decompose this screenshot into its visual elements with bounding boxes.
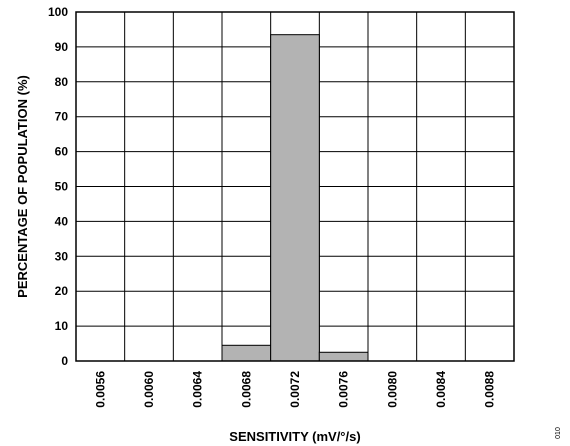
x-axis-title: SENSITIVITY (mV/°/s): [229, 429, 360, 444]
y-tick-label: 60: [55, 145, 69, 159]
y-tick-label: 30: [55, 249, 69, 263]
y-tick-label: 100: [48, 5, 68, 19]
x-tick-label: 0.0064: [191, 371, 205, 408]
histogram-bar: [270, 34, 320, 362]
x-tick-labels: 0.0056 0.0060 0.0064 0.0068 0.0072 0.0076 0.00…: [93, 371, 496, 408]
plot-frame: [75, 11, 515, 362]
x-tick-label: 0.0068: [239, 371, 253, 408]
x-tick-label: 0.0072: [288, 371, 302, 408]
histogram-bar: [318, 351, 369, 362]
x-tick-label: 0.0056: [93, 371, 107, 408]
y-tick-label: 0: [61, 354, 68, 368]
y-tick-label: 80: [55, 75, 69, 89]
x-tick-label: 0.0080: [385, 371, 399, 408]
bars: [221, 34, 369, 362]
x-tick-label: 0.0084: [434, 371, 448, 408]
y-tick-label: 20: [55, 284, 69, 298]
histogram-bar: [221, 344, 272, 362]
y-tick-label: 40: [55, 214, 69, 228]
y-tick-label: 90: [55, 40, 69, 54]
y-tick-label: 70: [55, 110, 69, 124]
y-tick-label: 50: [55, 180, 69, 194]
figure-id: 010: [555, 427, 562, 439]
y-tick-labels: 0 10 20 30 40 50 60 70 80 90 100: [48, 5, 68, 368]
x-tick-label: 0.0060: [142, 371, 156, 408]
y-axis-title: PERCENTAGE OF POPULATION (%): [15, 75, 30, 298]
x-tick-label: 0.0076: [337, 371, 351, 408]
x-tick-label: 0.0088: [483, 371, 497, 408]
y-tick-label: 10: [55, 319, 69, 333]
